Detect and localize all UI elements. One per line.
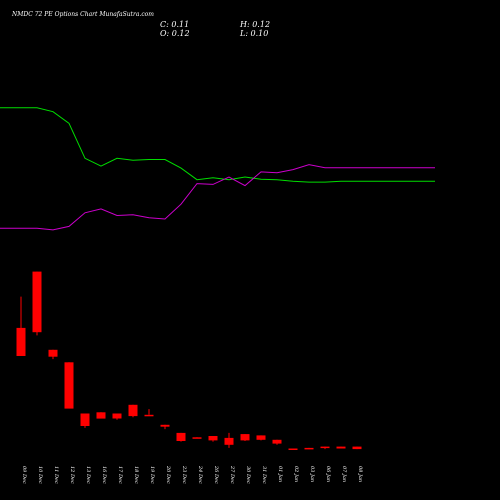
ohlc-low: L: 0.10 <box>239 29 268 38</box>
candle-body <box>304 447 314 450</box>
candle-body <box>160 424 170 427</box>
candle-06-jan <box>320 446 330 450</box>
candle-01-jan <box>272 439 282 445</box>
candle-30-dec <box>240 434 250 441</box>
candle-body <box>208 436 218 441</box>
candle-body <box>288 448 298 450</box>
candle-08-jan <box>352 446 362 450</box>
x-tick-label: 09 Dec <box>21 466 27 484</box>
x-tick-label: 19 Dec <box>149 466 155 484</box>
x-tick-label: 03 Jan <box>309 466 315 482</box>
x-tick-label: 16 Dec <box>101 466 107 484</box>
candle-18-dec <box>128 404 138 418</box>
candle-body <box>192 437 202 439</box>
candle-16-dec <box>96 412 106 419</box>
x-tick-label: 01 Jan <box>277 466 283 482</box>
candle-body <box>128 404 138 417</box>
x-tick-label: 10 Dec <box>37 466 43 484</box>
candle-body <box>96 412 106 419</box>
candle-body <box>336 446 346 449</box>
candle-body <box>320 446 330 449</box>
candle-09-dec <box>16 296 26 356</box>
candle-body <box>32 271 42 333</box>
candle-27-dec <box>224 432 234 448</box>
x-tick-label: 20 Dec <box>165 465 171 484</box>
candle-11-dec <box>48 349 58 360</box>
chart-title: NMDC 72 PE Options Chart MunafaSutra.com <box>11 11 154 18</box>
x-tick-label: 23 Dec <box>181 465 187 484</box>
x-tick-label: 12 Dec <box>69 466 75 484</box>
indicator-lines <box>0 107 435 231</box>
candle-body <box>224 437 234 445</box>
x-tick-label: 27 Dec <box>229 465 235 484</box>
x-tick-label: 18 Dec <box>133 466 139 484</box>
candle-24-dec <box>192 437 202 439</box>
candle-17-dec <box>112 413 122 420</box>
x-tick-label: 17 Dec <box>117 466 123 484</box>
x-tick-label: 06 Jan <box>325 466 331 482</box>
candle-02-jan <box>288 448 298 450</box>
candle-body <box>144 414 154 417</box>
x-tick-label: 24 Dec <box>197 465 203 484</box>
candle-body <box>176 432 186 441</box>
candle-body <box>48 349 58 357</box>
x-tick-label: 02 Jan <box>293 466 299 482</box>
x-tick-label: 11 Dec <box>53 466 59 484</box>
candle-body <box>256 435 266 440</box>
ohlc-high: H: 0.12 <box>239 20 270 29</box>
candle-body <box>352 446 362 450</box>
candle-20-dec <box>160 424 170 430</box>
candlesticks <box>16 271 362 450</box>
indicator-line-1 <box>0 107 435 183</box>
indicator-line-2 <box>0 164 435 231</box>
candle-body <box>16 327 26 356</box>
candle-body <box>112 413 122 419</box>
candle-13-dec <box>80 413 90 428</box>
x-tick-label: 31 Dec <box>261 466 267 484</box>
candle-23-dec <box>176 432 186 442</box>
candle-26-dec <box>208 436 218 442</box>
x-tick-label: 30 Dec <box>245 466 251 484</box>
candle-body <box>240 434 250 441</box>
candle-03-jan <box>304 447 314 450</box>
candle-07-jan <box>336 446 346 449</box>
x-tick-label: 13 Dec <box>85 466 91 484</box>
candle-10-dec <box>32 271 42 336</box>
candle-31-dec <box>256 435 266 441</box>
candle-body <box>272 439 282 444</box>
ohlc-close: C: 0.11 <box>160 20 189 29</box>
candle-body <box>80 413 90 426</box>
x-tick-label: 07 Jan <box>341 466 347 482</box>
x-tick-label: 26 Dec <box>213 465 219 484</box>
ohlc-open: O: 0.12 <box>160 29 190 38</box>
candle-19-dec <box>144 409 154 417</box>
x-axis-labels: 09 Dec 10 Dec 11 Dec 12 Dec 13 Dec 16 Dec 17 D… <box>21 465 363 484</box>
x-tick-label: 08 Jan <box>357 466 363 482</box>
candle-body <box>64 362 74 409</box>
candle-12-dec <box>64 362 74 409</box>
